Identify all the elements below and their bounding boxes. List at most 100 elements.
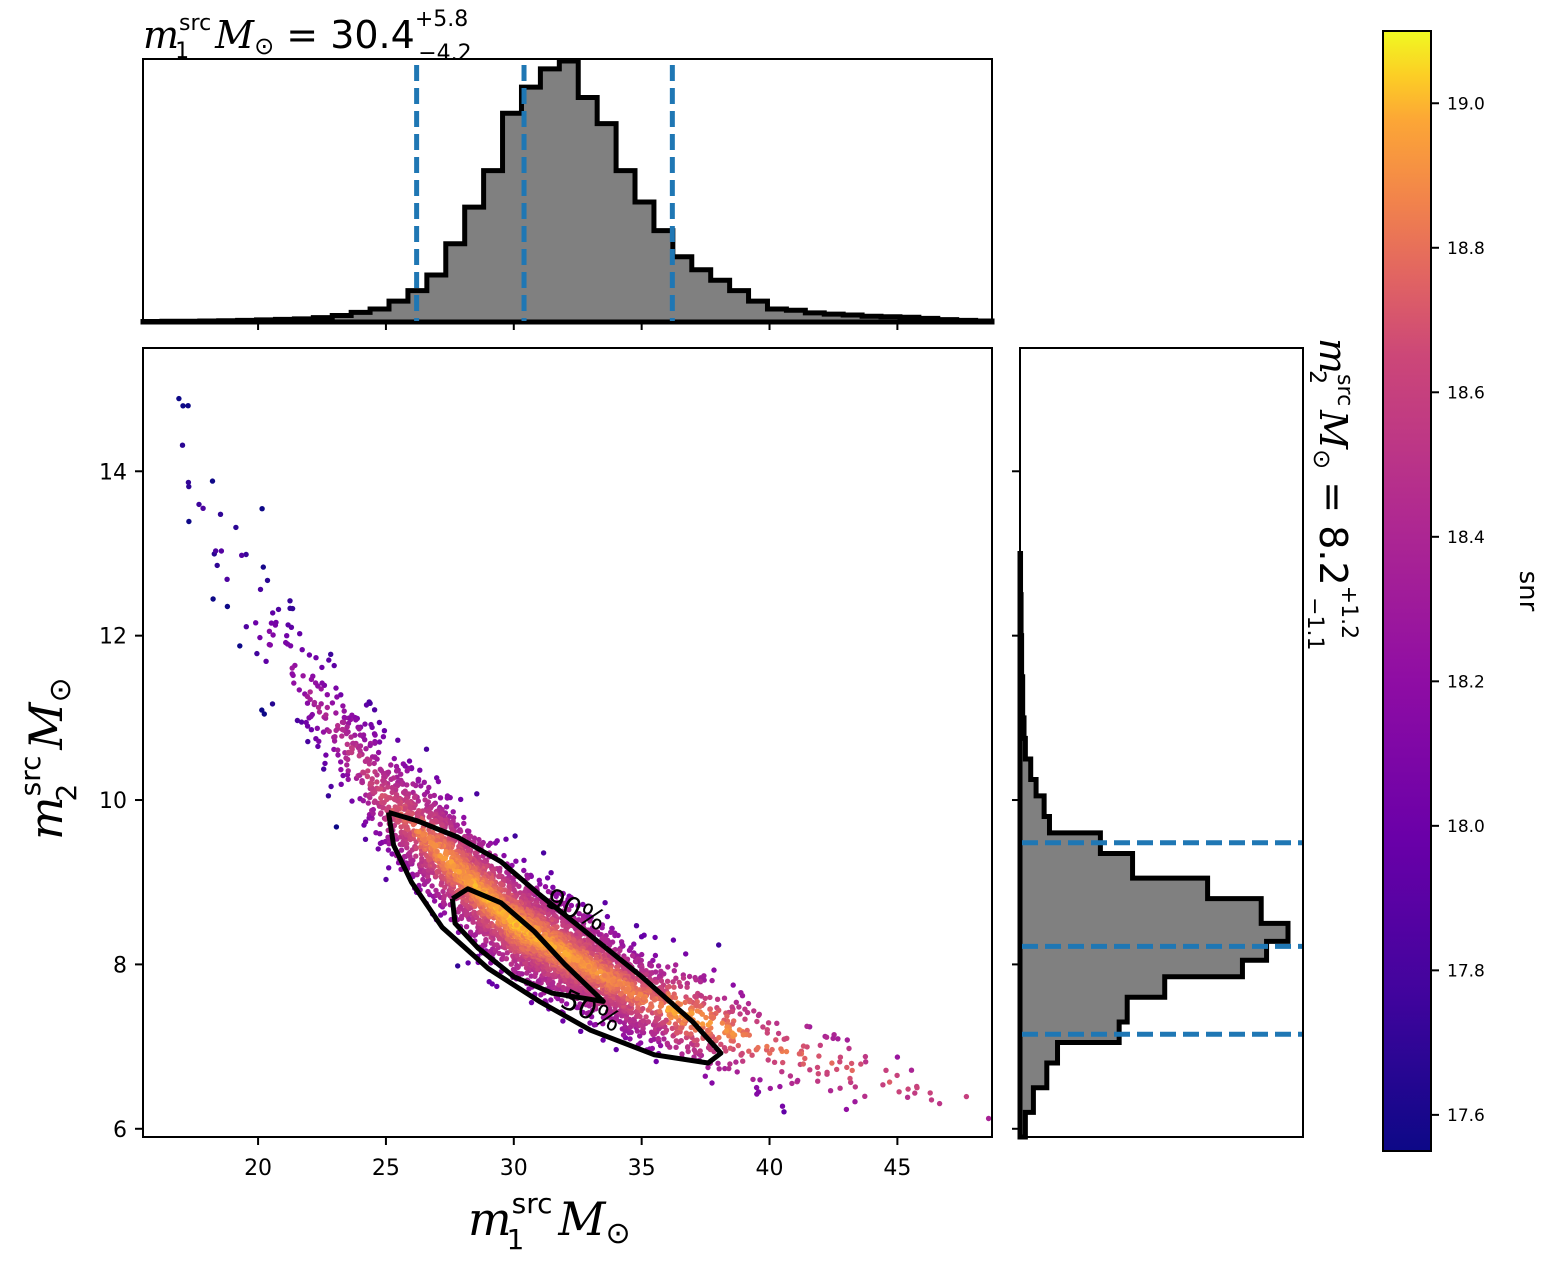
scatter-point <box>200 505 206 511</box>
scatter-point <box>617 981 624 987</box>
scatter-point <box>670 937 677 943</box>
scatter-point <box>787 1073 794 1079</box>
scatter-point <box>740 1058 746 1064</box>
scatter-point <box>673 962 679 968</box>
main-y-ticks: 6 8 10 12 14 <box>99 460 143 1143</box>
scatter-point <box>443 804 450 810</box>
scatter-point <box>722 1065 728 1072</box>
scatter-point <box>237 643 243 649</box>
scatter-point <box>777 1083 783 1090</box>
scatter-point <box>388 776 394 782</box>
scatter-point <box>393 768 400 774</box>
scatter-point <box>333 710 339 716</box>
scatter-point <box>437 795 444 801</box>
scatter-point <box>243 551 249 558</box>
scatter-point <box>727 1045 733 1051</box>
scatter-point <box>587 1020 593 1026</box>
scatter-point <box>430 869 436 876</box>
scatter-point <box>365 800 371 806</box>
scatter-point <box>837 1085 843 1091</box>
scatter-point <box>771 1059 778 1066</box>
scatter-point <box>778 1046 784 1052</box>
scatter-point <box>378 767 384 774</box>
scatter-point <box>655 1015 662 1021</box>
scatter-point <box>497 881 504 887</box>
scatter-point <box>744 1009 751 1016</box>
top-histogram-bars <box>140 58 995 325</box>
scatter-point <box>348 734 354 740</box>
scatter-point <box>578 1028 584 1035</box>
top-quantile-lines <box>414 65 675 322</box>
scatter-point <box>716 1066 722 1072</box>
scatter-point <box>369 724 375 731</box>
scatter-point <box>423 852 430 859</box>
scatter-point <box>596 931 602 938</box>
scatter-point <box>862 1093 868 1100</box>
scatter-point <box>450 809 456 815</box>
scatter-point <box>376 739 383 745</box>
scatter-point <box>679 1051 685 1057</box>
scatter-point <box>577 1001 583 1007</box>
scatter-point <box>428 839 434 846</box>
scatter-point <box>540 850 547 856</box>
scatter-point <box>446 813 453 820</box>
scatter-point <box>356 726 362 732</box>
scatter-point <box>356 753 362 759</box>
scatter-point <box>687 999 693 1005</box>
scatter-point <box>257 586 264 593</box>
scatter-point <box>283 639 289 646</box>
scatter-point <box>760 1024 766 1030</box>
scatter-point <box>754 1018 760 1025</box>
scatter-point <box>639 951 645 958</box>
colorbar-tick-label: 17.8 <box>1447 961 1485 981</box>
scatter-point <box>586 963 592 970</box>
x-tick-label: 20 <box>244 1156 272 1181</box>
scatter-point <box>624 986 630 992</box>
scatter-point <box>463 924 470 930</box>
scatter-point <box>693 1003 699 1009</box>
scatter-point <box>682 999 688 1006</box>
colorbar-ticks: 17.6 17.8 18.0 18.2 18.4 18.6 18.8 19.0 <box>1431 94 1485 1126</box>
scatter-point <box>562 903 569 909</box>
scatter-point <box>711 967 717 973</box>
scatter-point <box>721 1045 728 1051</box>
scatter-point <box>300 673 306 679</box>
scatter-point <box>501 852 507 859</box>
scatter-point <box>726 1065 732 1072</box>
scatter-point <box>528 999 535 1006</box>
scatter-point <box>800 1043 807 1049</box>
scatter-point <box>313 655 319 661</box>
scatter-point <box>719 1020 726 1026</box>
scatter-point <box>263 658 269 664</box>
scatter-point <box>363 746 369 752</box>
top-marginal-title: msrc 1 M⊙ = 30.4+5.8 −4.2 <box>143 7 472 66</box>
scatter-point <box>180 403 186 409</box>
scatter-point <box>456 828 462 834</box>
scatter-point <box>402 763 408 769</box>
scatter-point <box>264 577 271 584</box>
scatter-point <box>362 721 368 727</box>
scatter-point <box>494 904 500 911</box>
scatter-point <box>550 884 556 890</box>
colorbar-label: snr <box>1513 571 1543 612</box>
scatter-point <box>591 967 597 973</box>
scatter-point <box>421 791 428 798</box>
scatter-point <box>389 851 395 857</box>
scatter-point <box>420 876 426 883</box>
scatter-point <box>305 738 311 745</box>
scatter-point <box>415 798 421 804</box>
scatter-point <box>494 983 500 990</box>
scatter-point <box>270 610 276 616</box>
scatter-point <box>852 1099 858 1105</box>
scatter-point <box>392 804 398 810</box>
scatter-point <box>398 847 405 853</box>
scatter-point <box>767 1085 773 1092</box>
scatter-point <box>724 1013 730 1019</box>
colorbar-gradient <box>1382 30 1432 1152</box>
scatter-point <box>640 1005 646 1012</box>
scatter-point <box>709 1015 716 1021</box>
scatter-point <box>363 702 370 708</box>
scatter-point <box>739 1050 745 1057</box>
scatter-point <box>519 925 525 931</box>
